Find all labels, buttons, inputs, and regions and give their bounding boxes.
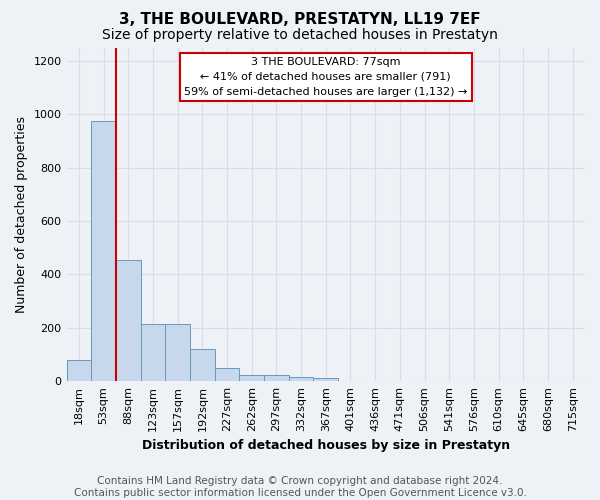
Bar xyxy=(215,368,239,381)
Bar xyxy=(140,324,165,381)
Bar xyxy=(190,349,215,381)
Text: Contains HM Land Registry data © Crown copyright and database right 2024.
Contai: Contains HM Land Registry data © Crown c… xyxy=(74,476,526,498)
Bar xyxy=(313,378,338,381)
X-axis label: Distribution of detached houses by size in Prestatyn: Distribution of detached houses by size … xyxy=(142,440,510,452)
Bar xyxy=(165,324,190,381)
Text: 3 THE BOULEVARD: 77sqm
← 41% of detached houses are smaller (791)
59% of semi-de: 3 THE BOULEVARD: 77sqm ← 41% of detached… xyxy=(184,57,467,96)
Bar xyxy=(289,377,313,381)
Bar xyxy=(116,260,140,381)
Bar xyxy=(67,360,91,381)
Bar xyxy=(264,374,289,381)
Y-axis label: Number of detached properties: Number of detached properties xyxy=(15,116,28,313)
Text: 3, THE BOULEVARD, PRESTATYN, LL19 7EF: 3, THE BOULEVARD, PRESTATYN, LL19 7EF xyxy=(119,12,481,28)
Text: Size of property relative to detached houses in Prestatyn: Size of property relative to detached ho… xyxy=(102,28,498,42)
Bar xyxy=(239,374,264,381)
Bar xyxy=(91,121,116,381)
